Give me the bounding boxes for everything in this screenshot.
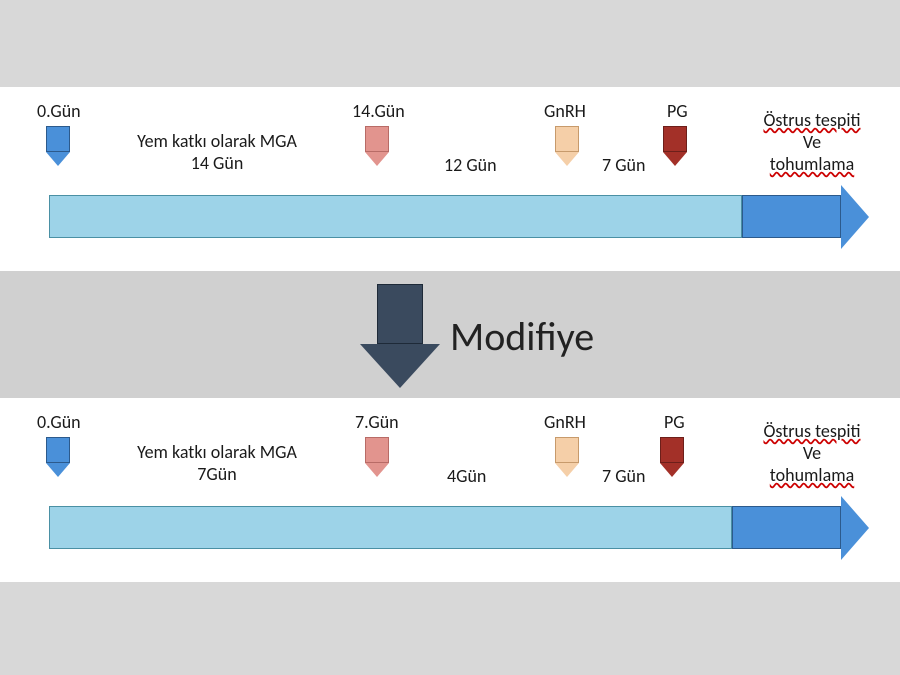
modify-arrow-icon	[360, 284, 440, 388]
marker-label: 0.Gün	[37, 411, 81, 433]
timeline-panel-bottom: 0.Gün 7.Gün GnRH PG Yem katkı olarak MGA…	[12, 398, 888, 582]
interval-label: Yem katkı olarak MGA 7Gün	[122, 441, 312, 485]
interval-label: 4Gün	[447, 465, 486, 487]
interval-label: 7 Gün	[602, 465, 645, 487]
marker-arrow	[365, 126, 389, 166]
marker-label: 0.Gün	[37, 100, 81, 122]
interval-label: 7 Gün	[602, 154, 645, 176]
marker-arrow	[663, 126, 687, 166]
marker-arrow	[555, 437, 579, 477]
interval-label: 12 Gün	[444, 154, 497, 176]
marker-label: 14.Gün	[352, 100, 405, 122]
marker-arrow	[46, 437, 70, 477]
marker-label: 7.Gün	[355, 411, 399, 433]
marker-arrow	[660, 437, 684, 477]
end-label: Östrus tespiti Ve tohumlama	[752, 420, 872, 486]
marker-arrow	[555, 126, 579, 166]
marker-arrow	[46, 126, 70, 166]
marker-label: PG	[664, 411, 685, 433]
timeline-panel-top: 0.Gün 14.Gün GnRH PG Yem katkı olarak MG…	[12, 87, 888, 271]
marker-label: GnRH	[544, 100, 586, 122]
end-label: Östrus tespiti Ve tohumlama	[752, 109, 872, 175]
marker-arrow	[365, 437, 389, 477]
modify-label: Modifiye	[450, 312, 594, 361]
interval-label: Yem katkı olarak MGA 14 Gün	[122, 130, 312, 174]
marker-label: PG	[667, 100, 688, 122]
marker-label: GnRH	[544, 411, 586, 433]
